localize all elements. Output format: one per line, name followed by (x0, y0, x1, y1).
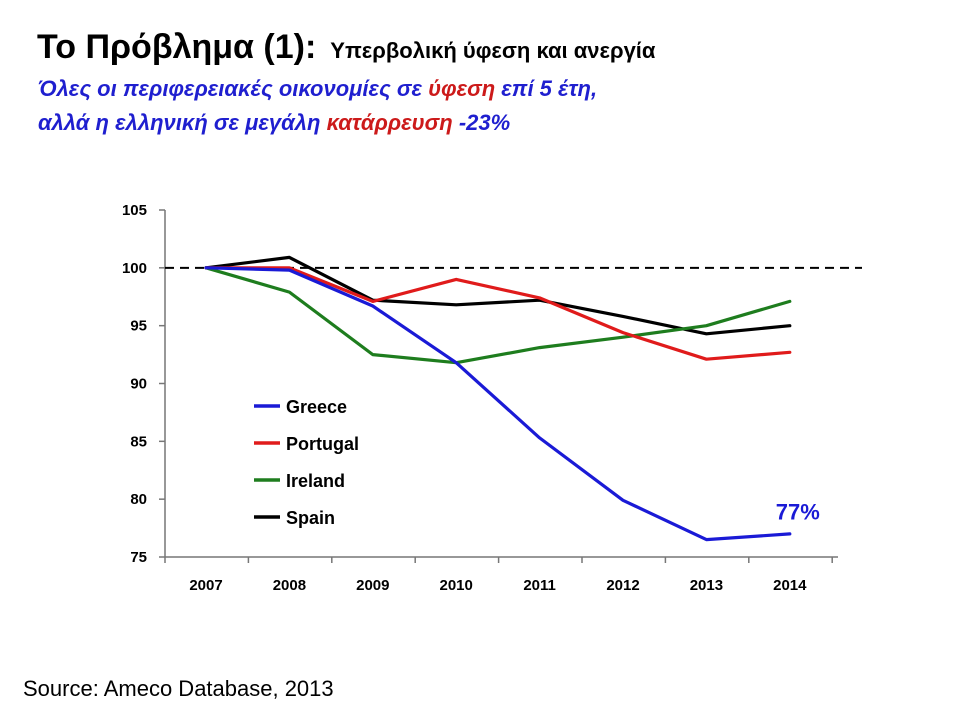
subtitle-2-b: κατάρρευση (326, 110, 453, 135)
y-tick-label: 75 (130, 549, 147, 566)
series-line-spain (204, 255, 792, 336)
subtitle-2-c: -23% (452, 110, 511, 135)
x-tick-label: 2008 (273, 577, 306, 594)
y-tick-label: 90 (130, 376, 147, 393)
subtitle-2-a: αλλά η ελληνική σε μεγάλη (38, 110, 327, 135)
legend-label-ireland: Ireland (286, 471, 345, 491)
y-tick-label: 105 (122, 202, 147, 219)
legend-label-greece: Greece (286, 397, 347, 417)
page-title: Το Πρόβλημα (1): (37, 28, 317, 66)
x-tick-label: 2010 (440, 577, 473, 594)
y-tick-label: 95 (130, 318, 147, 335)
subtitle-1-c: επί 5 έτη, (495, 76, 598, 101)
legend-label-spain: Spain (286, 508, 335, 528)
annotation-greece-77: 77% (776, 500, 820, 525)
x-tick-label: 2007 (189, 577, 222, 594)
series-line-portugal (204, 266, 792, 361)
x-tick-label: 2012 (606, 577, 639, 594)
title-line: Το Πρόβλημα (1): Υπερβολική ύφεση και ανε… (37, 28, 655, 67)
x-tick-label: 2013 (690, 577, 723, 594)
subtitle-1-a: Όλες οι περιφερειακές οικονομίες σε (38, 76, 429, 101)
subtitle-line-1: Όλες οι περιφερειακές οικονομίες σε ύφεσ… (38, 76, 597, 102)
y-tick-label: 100 (122, 260, 147, 277)
source-note: Source: Ameco Database, 2013 (23, 676, 334, 701)
subtitle-1-b: ύφεση (428, 76, 496, 101)
y-tick-label: 85 (130, 433, 147, 450)
legend-label-portugal: Portugal (286, 434, 359, 454)
y-tick-label: 80 (130, 491, 147, 508)
x-tick-label: 2009 (356, 577, 389, 594)
x-tick-label: 2011 (523, 577, 556, 594)
subtitle-line-2: αλλά η ελληνική σε μεγάλη κατάρρευση -23… (38, 110, 510, 136)
series-line-greece (204, 266, 792, 542)
series-line-ireland (204, 266, 792, 365)
page-title-sub: Υπερβολική ύφεση και ανεργία (330, 38, 656, 63)
x-tick-label: 2014 (773, 577, 807, 594)
